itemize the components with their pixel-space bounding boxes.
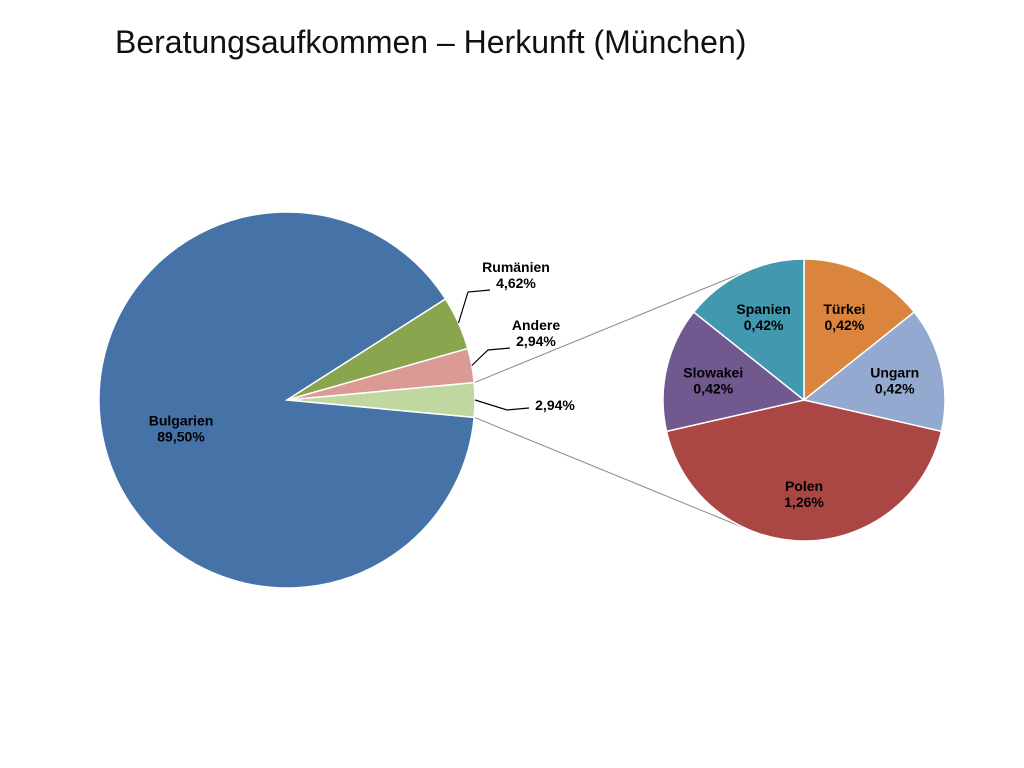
label-bulgarien: Bulgarien 89,50% (149, 413, 214, 445)
leader-line-andere (471, 347, 511, 366)
leader-line-sekundaer (474, 399, 530, 411)
secondary-pie (662, 258, 946, 542)
label-rumanien: Rumänien 4,62% (482, 259, 550, 291)
label-turkei: Türkei 0,42% (823, 301, 865, 333)
label-sekundaer: 2,94% (535, 397, 575, 413)
connector-line-top (474, 268, 752, 384)
connector-lines (474, 268, 752, 532)
main-pie (98, 211, 476, 589)
leader-lines (457, 289, 530, 411)
slice-turkei (803, 258, 916, 402)
slice-slowakei (662, 311, 806, 433)
label-ungarn: Ungarn 0,42% (870, 364, 919, 396)
label-polen: Polen 1,26% (784, 478, 824, 510)
label-spanien: Spanien 0,42% (736, 301, 790, 333)
slice-spanien (692, 258, 805, 402)
leader-line-rumanien (457, 289, 491, 324)
slice-ungarn (802, 311, 946, 433)
slice-bulgarien (98, 211, 476, 589)
label-andere: Andere 2,94% (512, 317, 560, 349)
slice-polen (665, 399, 943, 542)
data-labels: Bulgarien 89,50% Rumänien 4,62% Andere 2,94% 2… (149, 259, 919, 510)
connector-line-bottom (474, 416, 752, 532)
page-title: Beratungsaufkommen – Herkunft (München) (115, 24, 747, 60)
label-slowakei: Slowakei 0,42% (683, 364, 743, 396)
